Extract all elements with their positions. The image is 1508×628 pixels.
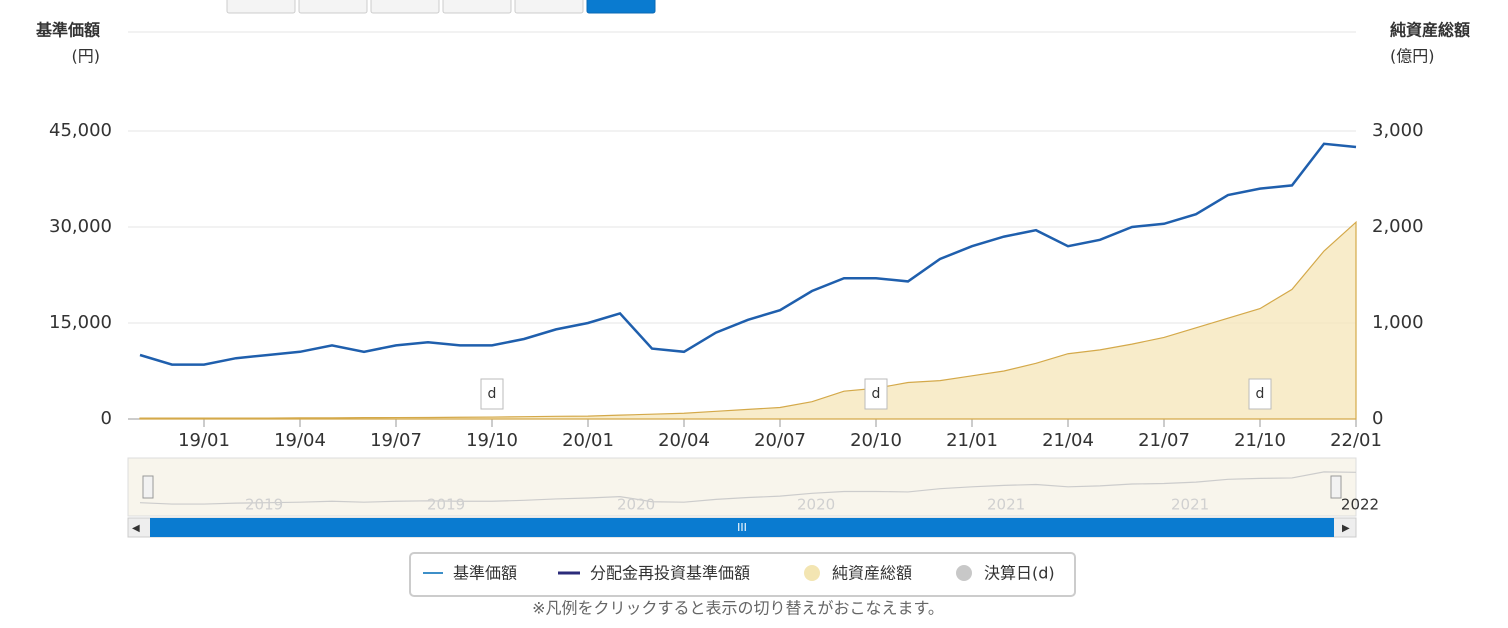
x-tick-label: 19/10	[466, 430, 518, 451]
y2-tick-label: 0	[1372, 408, 1383, 429]
y2-tick-label: 2,000	[1372, 216, 1424, 237]
x-tick-label: 20/10	[850, 430, 902, 451]
range-button[interactable]	[226, 0, 296, 14]
navigator-line	[139, 471, 1357, 505]
legend-icon[interactable]	[804, 565, 820, 581]
navigator-label: 2020	[797, 496, 835, 514]
range-button[interactable]	[586, 0, 656, 14]
x-tick-label: 19/01	[178, 430, 230, 451]
navigator-label: 2019	[245, 496, 283, 514]
settlement-marker	[1248, 378, 1272, 410]
x-tick-label: 20/07	[754, 430, 806, 451]
x-tick-label: 21/10	[1234, 430, 1286, 451]
x-tick-label: 19/04	[274, 430, 326, 451]
x-tick-label: 19/07	[370, 430, 422, 451]
x-tick-label: 22/01	[1330, 430, 1382, 451]
y2-axis-title: 純資産総額	[1390, 21, 1470, 40]
x-tick-label: 20/01	[562, 430, 614, 451]
legend-label[interactable]: 基準価額	[453, 564, 517, 583]
line	[139, 142, 1357, 366]
settlement-label: d	[1256, 386, 1265, 402]
note: ※凡例をクリックすると表示の切り替えがおこなえます。	[532, 599, 944, 618]
navigator-handle[interactable]	[1330, 475, 1342, 499]
scrollbar-grip: III	[737, 521, 747, 534]
legend-label[interactable]: 分配金再投資基準価額	[590, 564, 750, 583]
x-tick-label: 21/01	[946, 430, 998, 451]
area	[139, 220, 1357, 420]
range-button[interactable]	[370, 0, 440, 14]
x-tick-label: 21/07	[1138, 430, 1190, 451]
legend	[409, 552, 1076, 597]
range-button[interactable]	[514, 0, 584, 14]
navigator-handle[interactable]	[142, 475, 154, 499]
range-buttons	[226, 0, 656, 14]
y-tick-label: 45,000	[49, 120, 112, 141]
settlement-label: d	[872, 386, 881, 402]
navigator-label: 2020	[617, 496, 655, 514]
legend-icon[interactable]	[956, 565, 972, 581]
settlement-label: d	[488, 386, 497, 402]
legend-label[interactable]: 決算日(d)	[984, 564, 1055, 583]
y-tick-label: 15,000	[49, 312, 112, 333]
y2-axis-unit: (億円)	[1390, 47, 1435, 66]
navigator-label: 2019	[427, 496, 465, 514]
y-tick-label: 30,000	[49, 216, 112, 237]
legend-label[interactable]: 純資産総額	[832, 564, 912, 583]
x-tick-label: 21/04	[1042, 430, 1094, 451]
y2-tick-label: 1,000	[1372, 312, 1424, 333]
y-tick-label: 0	[101, 408, 112, 429]
scrollbar-thumb[interactable]	[150, 518, 1334, 537]
x-tick-label: 20/04	[658, 430, 710, 451]
y-axis-unit: (円)	[72, 47, 101, 66]
navigator-label: 2022	[1341, 496, 1379, 514]
navigator-label: 2021	[1171, 496, 1209, 514]
scroll-arrow[interactable]: ◀	[132, 523, 140, 534]
settlement-marker	[864, 378, 888, 410]
y-axis-title: 基準価額	[35, 21, 100, 40]
navigator-label: 2021	[987, 496, 1025, 514]
navigator[interactable]	[127, 457, 1357, 517]
range-button[interactable]	[442, 0, 512, 14]
range-button[interactable]	[298, 0, 368, 14]
scroll-arrow[interactable]: ▶	[1342, 523, 1350, 534]
y2-tick-label: 3,000	[1372, 120, 1424, 141]
settlement-marker	[480, 378, 504, 410]
